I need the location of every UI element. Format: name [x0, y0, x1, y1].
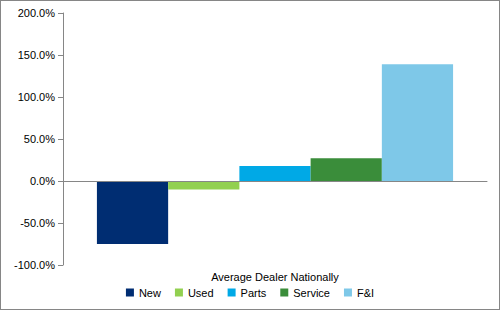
svg-text:Average Dealer Nationally: Average Dealer Nationally [211, 271, 339, 283]
svg-text:New: New [139, 287, 161, 299]
svg-text:0.0%: 0.0% [30, 175, 55, 187]
svg-text:Used: Used [188, 287, 214, 299]
svg-text:F&I: F&I [357, 287, 374, 299]
svg-text:200.0%: 200.0% [18, 7, 56, 19]
svg-text:50.0%: 50.0% [24, 133, 55, 145]
svg-text:Service: Service [293, 287, 330, 299]
svg-text:100.0%: 100.0% [18, 91, 56, 103]
svg-text:150.0%: 150.0% [18, 49, 56, 61]
svg-text:-100.0%: -100.0% [14, 259, 55, 271]
svg-text:Parts: Parts [241, 287, 267, 299]
svg-text:-50.0%: -50.0% [20, 217, 55, 229]
